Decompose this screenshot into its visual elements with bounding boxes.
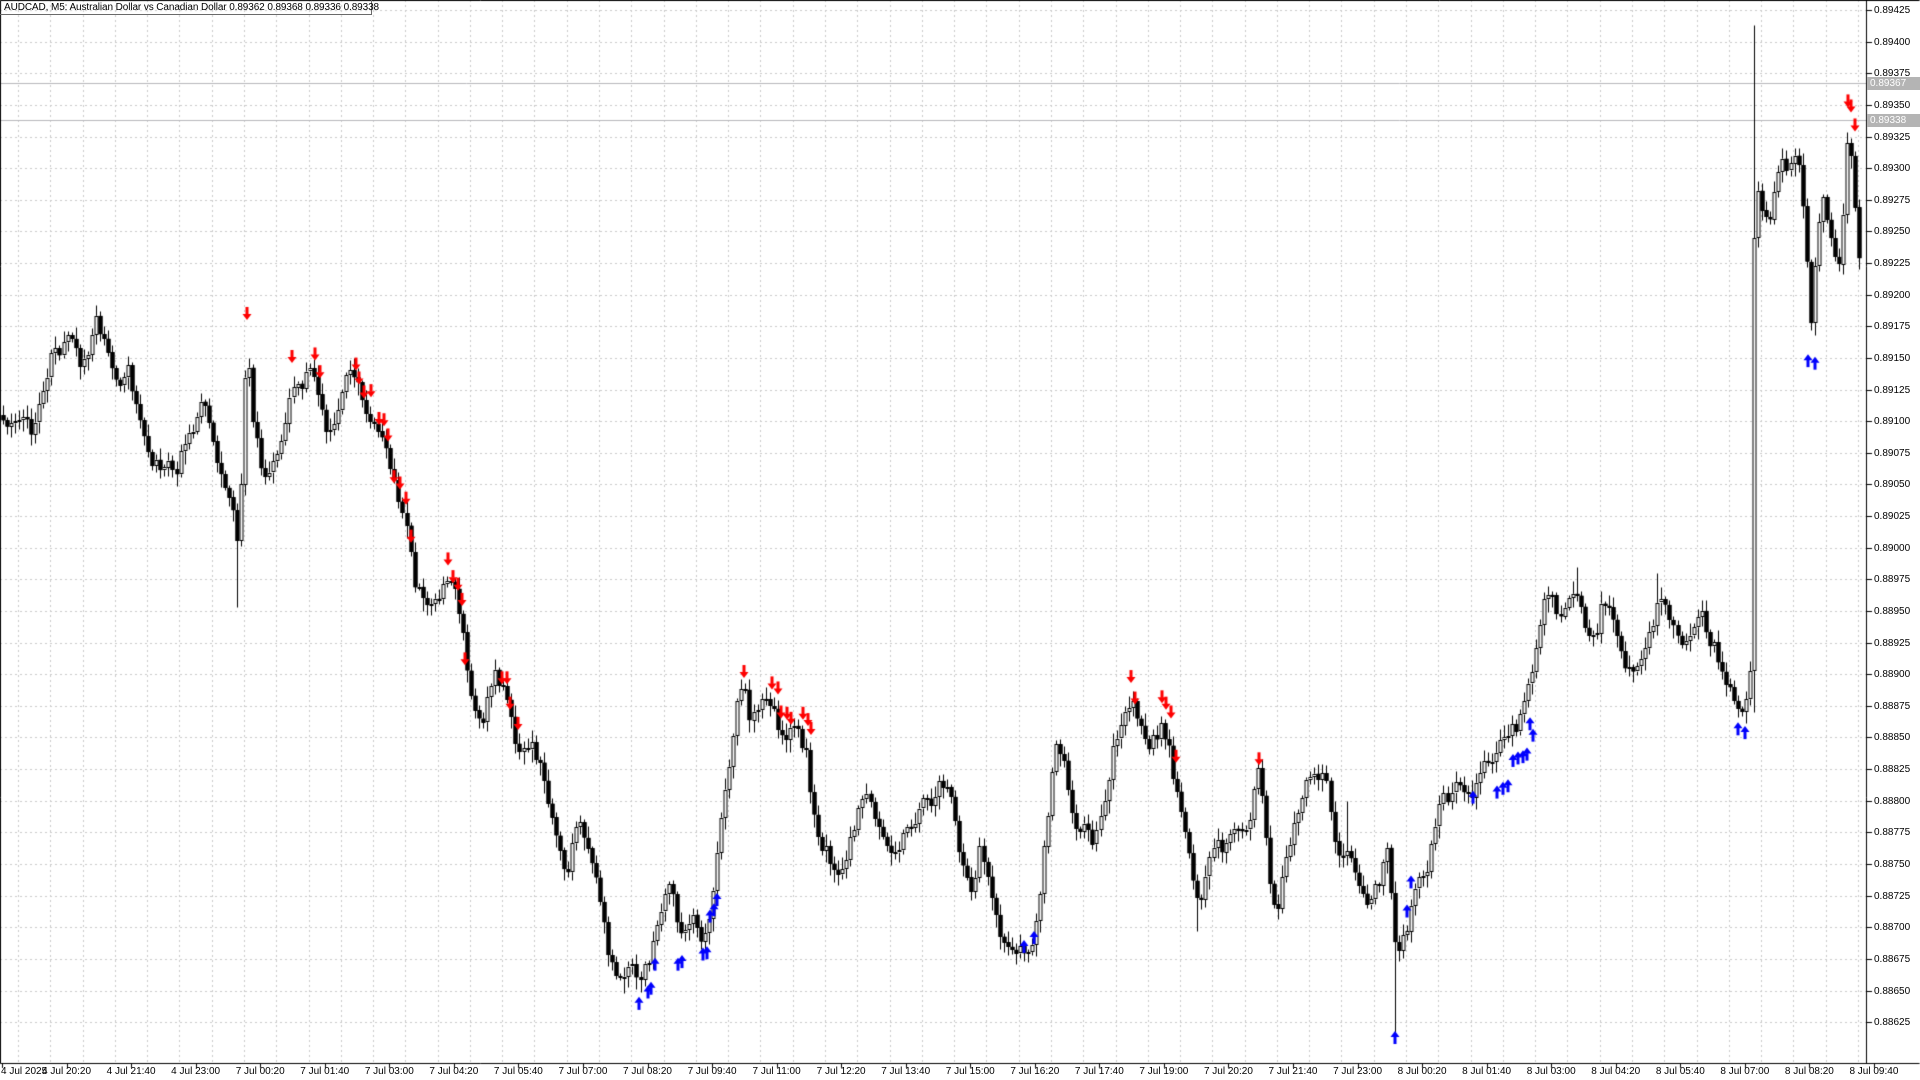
bid-price-box: 0.89338: [1867, 113, 1920, 127]
price-axis-label: 0.89175: [1874, 321, 1911, 333]
price-axis-label: 0.88750: [1874, 859, 1911, 870]
time-axis-label: 8 Jul 04:20: [1591, 1066, 1641, 1077]
chart-title-text: AUDCAD, M5: Australian Dollar vs Canadia…: [4, 2, 380, 13]
price-axis-label: 0.88725: [1874, 890, 1911, 902]
time-axis-label: 7 Jul 12:20: [816, 1066, 866, 1077]
price-axis-label: 0.88875: [1874, 700, 1911, 712]
price-axis-label: 0.88900: [1874, 669, 1911, 681]
time-axis-label: 7 Jul 16:20: [1010, 1066, 1060, 1077]
price-axis-label: 0.89350: [1874, 99, 1911, 111]
price-axis-label: 0.89200: [1874, 289, 1911, 301]
time-axis-label: 7 Jul 17:40: [1074, 1066, 1124, 1077]
chart-title: AUDCAD, M5: Australian Dollar vs Canadia…: [0, 0, 379, 15]
time-axis-label: 7 Jul 15:00: [945, 1066, 995, 1077]
price-axis-label: 0.88625: [1874, 1017, 1911, 1029]
time-axis-label: 8 Jul 09:40: [1849, 1066, 1899, 1077]
time-axis-label: 7 Jul 21:40: [1268, 1066, 1318, 1077]
time-axis-label: 7 Jul 13:40: [881, 1066, 931, 1077]
price-axis-label: 0.88825: [1874, 764, 1911, 776]
price-axis-label: 0.89100: [1874, 416, 1911, 428]
time-axis-label: 4 Jul 21:40: [106, 1066, 156, 1077]
price-axis-label: 0.89000: [1874, 542, 1911, 554]
price-axis-label: 0.89425: [1874, 5, 1911, 16]
time-axis-label: 7 Jul 01:40: [300, 1066, 350, 1077]
time-axis-label: 8 Jul 00:20: [1397, 1066, 1447, 1077]
time-axis-label: 7 Jul 04:20: [429, 1066, 479, 1077]
price-axis-label: 0.88775: [1874, 827, 1911, 839]
price-axis-label: 0.88850: [1874, 732, 1911, 744]
time-axis-label: 4 Jul 2025: [1, 1066, 48, 1077]
price-axis-label: 0.89375: [1874, 68, 1911, 80]
time-axis-label: 7 Jul 07:00: [558, 1066, 608, 1077]
price-axis-label: 0.88675: [1874, 953, 1911, 965]
price-axis-label: 0.89150: [1874, 352, 1911, 364]
price-axis-label: 0.89025: [1874, 511, 1911, 523]
time-axis-label: 7 Jul 03:00: [364, 1066, 414, 1077]
time-axis-label: 4 Jul 20:20: [42, 1066, 92, 1077]
price-axis-label: 0.88700: [1874, 922, 1911, 934]
price-axis-label: 0.88650: [1874, 985, 1911, 997]
price-axis-label: 0.88925: [1874, 637, 1911, 649]
time-axis-label: 7 Jul 19:00: [1139, 1066, 1189, 1077]
time-axis-label: 7 Jul 11:00: [752, 1066, 801, 1077]
price-axis-label: 0.89125: [1874, 384, 1911, 396]
time-axis-label: 8 Jul 01:40: [1462, 1066, 1512, 1077]
time-axis-label: 8 Jul 07:00: [1720, 1066, 1770, 1077]
time-axis-label: 8 Jul 05:40: [1655, 1066, 1705, 1077]
ask-price-box: 0.89367: [1867, 76, 1920, 90]
time-axis-label: 7 Jul 00:20: [235, 1066, 285, 1077]
price-axis-label: 0.88975: [1874, 574, 1911, 586]
time-axis-label: 7 Jul 05:40: [493, 1066, 543, 1077]
time-axis-label: 7 Jul 08:20: [623, 1066, 672, 1077]
time-axis-label: 7 Jul 23:00: [1333, 1066, 1383, 1077]
price-axis-label: 0.89325: [1874, 131, 1911, 143]
price-axis-label: 0.89075: [1874, 447, 1911, 459]
price-axis-label: 0.88800: [1874, 795, 1911, 807]
time-axis-label: 8 Jul 08:20: [1784, 1066, 1834, 1077]
price-axis-label: 0.89250: [1874, 226, 1911, 238]
price-axis-label: 0.89275: [1874, 194, 1911, 206]
price-axis-label: 0.89300: [1874, 163, 1911, 175]
price-axis-label: 0.89400: [1874, 36, 1911, 48]
time-axis-label: 7 Jul 09:40: [687, 1066, 737, 1077]
price-axis-label: 0.89050: [1874, 479, 1911, 491]
price-axis-label: 0.89225: [1874, 258, 1911, 270]
price-axis-label: 0.88950: [1874, 605, 1911, 617]
time-axis-label: 8 Jul 03:00: [1526, 1066, 1576, 1077]
time-axis-label: 7 Jul 20:20: [1203, 1066, 1253, 1077]
time-axis-label: 4 Jul 23:00: [171, 1066, 221, 1077]
